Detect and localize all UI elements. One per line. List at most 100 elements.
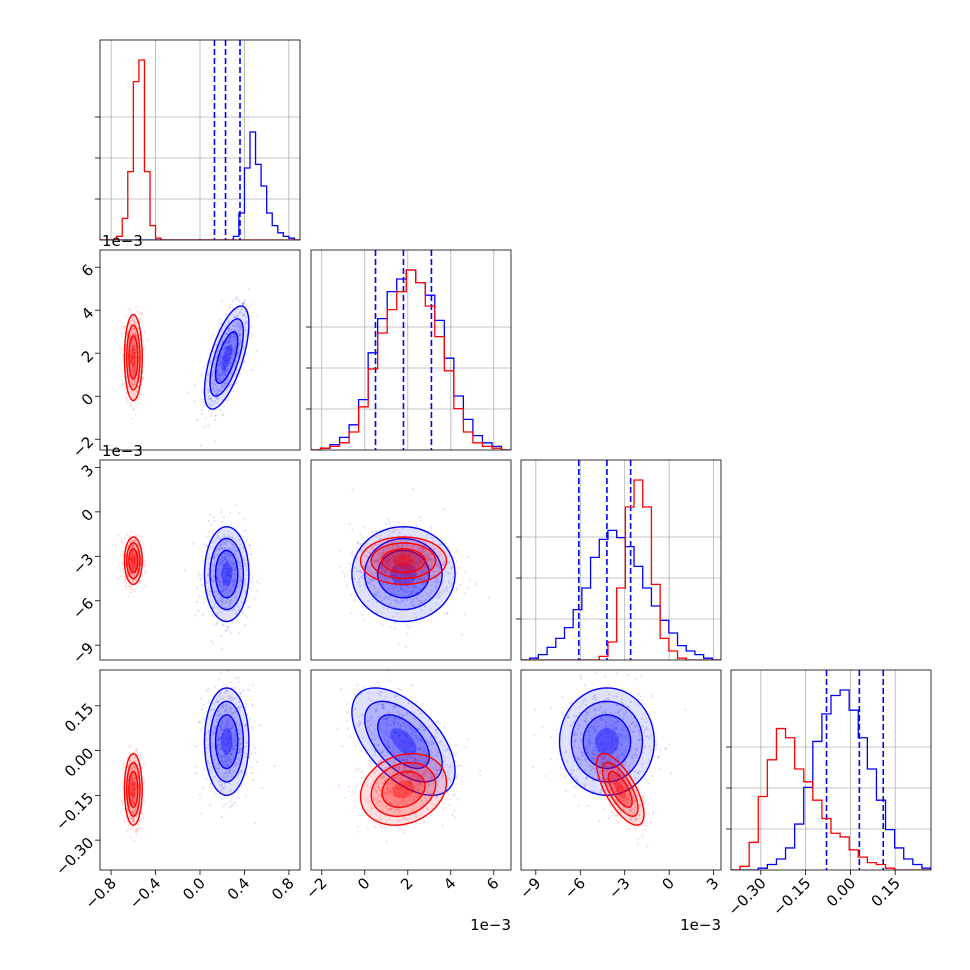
scatter-point [245, 334, 248, 337]
scatter-point [134, 539, 137, 542]
scatter-point [131, 776, 134, 779]
scatter-point [229, 337, 232, 340]
scatter-point [132, 359, 136, 362]
scatter-point [237, 320, 241, 323]
scatter-point [199, 573, 202, 576]
scatter-point [411, 750, 414, 754]
scatter-point [406, 568, 409, 571]
scatter-point [451, 554, 454, 558]
contour-line [203, 687, 250, 797]
scatter-point [430, 735, 433, 739]
scatter-point [133, 819, 136, 822]
scatter-point [221, 623, 224, 626]
scatter-point [132, 353, 136, 357]
scatter-point [409, 736, 412, 739]
scatter-point [406, 788, 409, 792]
scatter-point [363, 783, 366, 786]
scatter-point [394, 621, 397, 624]
scatter-point [380, 554, 383, 558]
scatter-point [216, 536, 219, 539]
scatter-point [224, 587, 227, 591]
scatter-point [403, 580, 406, 583]
density-fill [204, 305, 249, 410]
scatter-point [420, 608, 423, 612]
scatter-point [227, 743, 230, 746]
scatter-point [360, 770, 363, 774]
scatter-point [133, 373, 136, 376]
scatter-point [423, 553, 427, 556]
scatter-point [133, 371, 136, 374]
scatter-point [427, 759, 430, 763]
scatter-point [134, 561, 137, 564]
scatter-point [222, 568, 225, 572]
scatter-point [230, 758, 233, 761]
scatter-point [239, 328, 242, 331]
density-fill [360, 537, 447, 585]
scatter-point [379, 534, 382, 537]
scatter-point [225, 575, 228, 578]
scatter-point [133, 561, 136, 564]
scatter-point [230, 548, 233, 551]
scatter-point [228, 581, 231, 584]
scatter-point [223, 385, 226, 389]
scatter-point [223, 371, 227, 374]
scatter-point [130, 795, 133, 798]
scatter-point [371, 572, 374, 575]
scatter-point [132, 812, 135, 815]
scatter-point [353, 693, 356, 696]
scatter-point [131, 811, 134, 814]
scatter-point [393, 766, 396, 769]
scatter-point [132, 787, 135, 790]
scatter-point [129, 356, 133, 360]
scatter-point [143, 560, 147, 563]
scatter-point [224, 771, 227, 774]
scatter-point [391, 718, 394, 721]
scatter-point [402, 791, 406, 794]
scatter-point [121, 537, 124, 541]
scatter-point [230, 725, 233, 728]
scatter-point [405, 569, 408, 572]
scatter-point [453, 793, 456, 796]
scatter-point [228, 806, 232, 809]
scatter-point [126, 808, 129, 812]
scatter-point [226, 358, 229, 361]
scatter-point [221, 602, 224, 606]
scatter-point [405, 544, 408, 547]
scatter-point [222, 583, 226, 586]
scatter-point [385, 570, 388, 574]
scatter-point [386, 781, 390, 784]
scatter-point [130, 565, 133, 568]
scatter-point [213, 725, 216, 728]
scatter-point [226, 670, 229, 673]
scatter-point [395, 788, 398, 791]
scatter-point [406, 750, 409, 753]
scatter-point [416, 595, 419, 598]
scatter-point [225, 592, 228, 595]
scatter-point [403, 552, 406, 555]
scatter-point [216, 700, 219, 703]
scatter-point [369, 570, 373, 573]
scatter-point [245, 583, 248, 586]
scatter-point [133, 794, 137, 798]
scatter-point [420, 578, 423, 581]
scatter-point [406, 565, 410, 569]
scatter-point [390, 587, 393, 590]
scatter-point [408, 560, 412, 563]
scatter-point [130, 358, 133, 361]
scatter-point [221, 570, 224, 574]
scatter-point [251, 580, 254, 584]
scatter-point [131, 544, 134, 547]
scatter-point [402, 755, 405, 758]
scatter-point [223, 710, 227, 713]
scatter-point [217, 752, 220, 756]
scatter-point [125, 397, 129, 400]
scatter-point [220, 740, 223, 743]
scatter-point [403, 566, 407, 569]
scatter-point [131, 780, 134, 783]
scatter-point [408, 572, 411, 575]
scatter-point [242, 547, 245, 550]
scatter-point [131, 546, 135, 549]
scatter-point [243, 578, 246, 581]
scatter-point [451, 794, 454, 797]
scatter-point [384, 717, 387, 721]
